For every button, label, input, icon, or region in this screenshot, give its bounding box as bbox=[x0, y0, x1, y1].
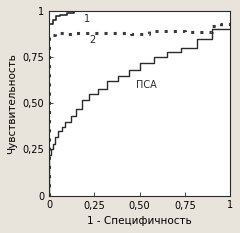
Text: 1: 1 bbox=[84, 14, 90, 24]
Text: ПСА: ПСА bbox=[136, 80, 157, 90]
X-axis label: 1 - Специфичность: 1 - Специфичность bbox=[87, 216, 192, 226]
Y-axis label: Чувствительность: Чувствительность bbox=[7, 53, 17, 154]
Text: 2: 2 bbox=[89, 34, 95, 45]
